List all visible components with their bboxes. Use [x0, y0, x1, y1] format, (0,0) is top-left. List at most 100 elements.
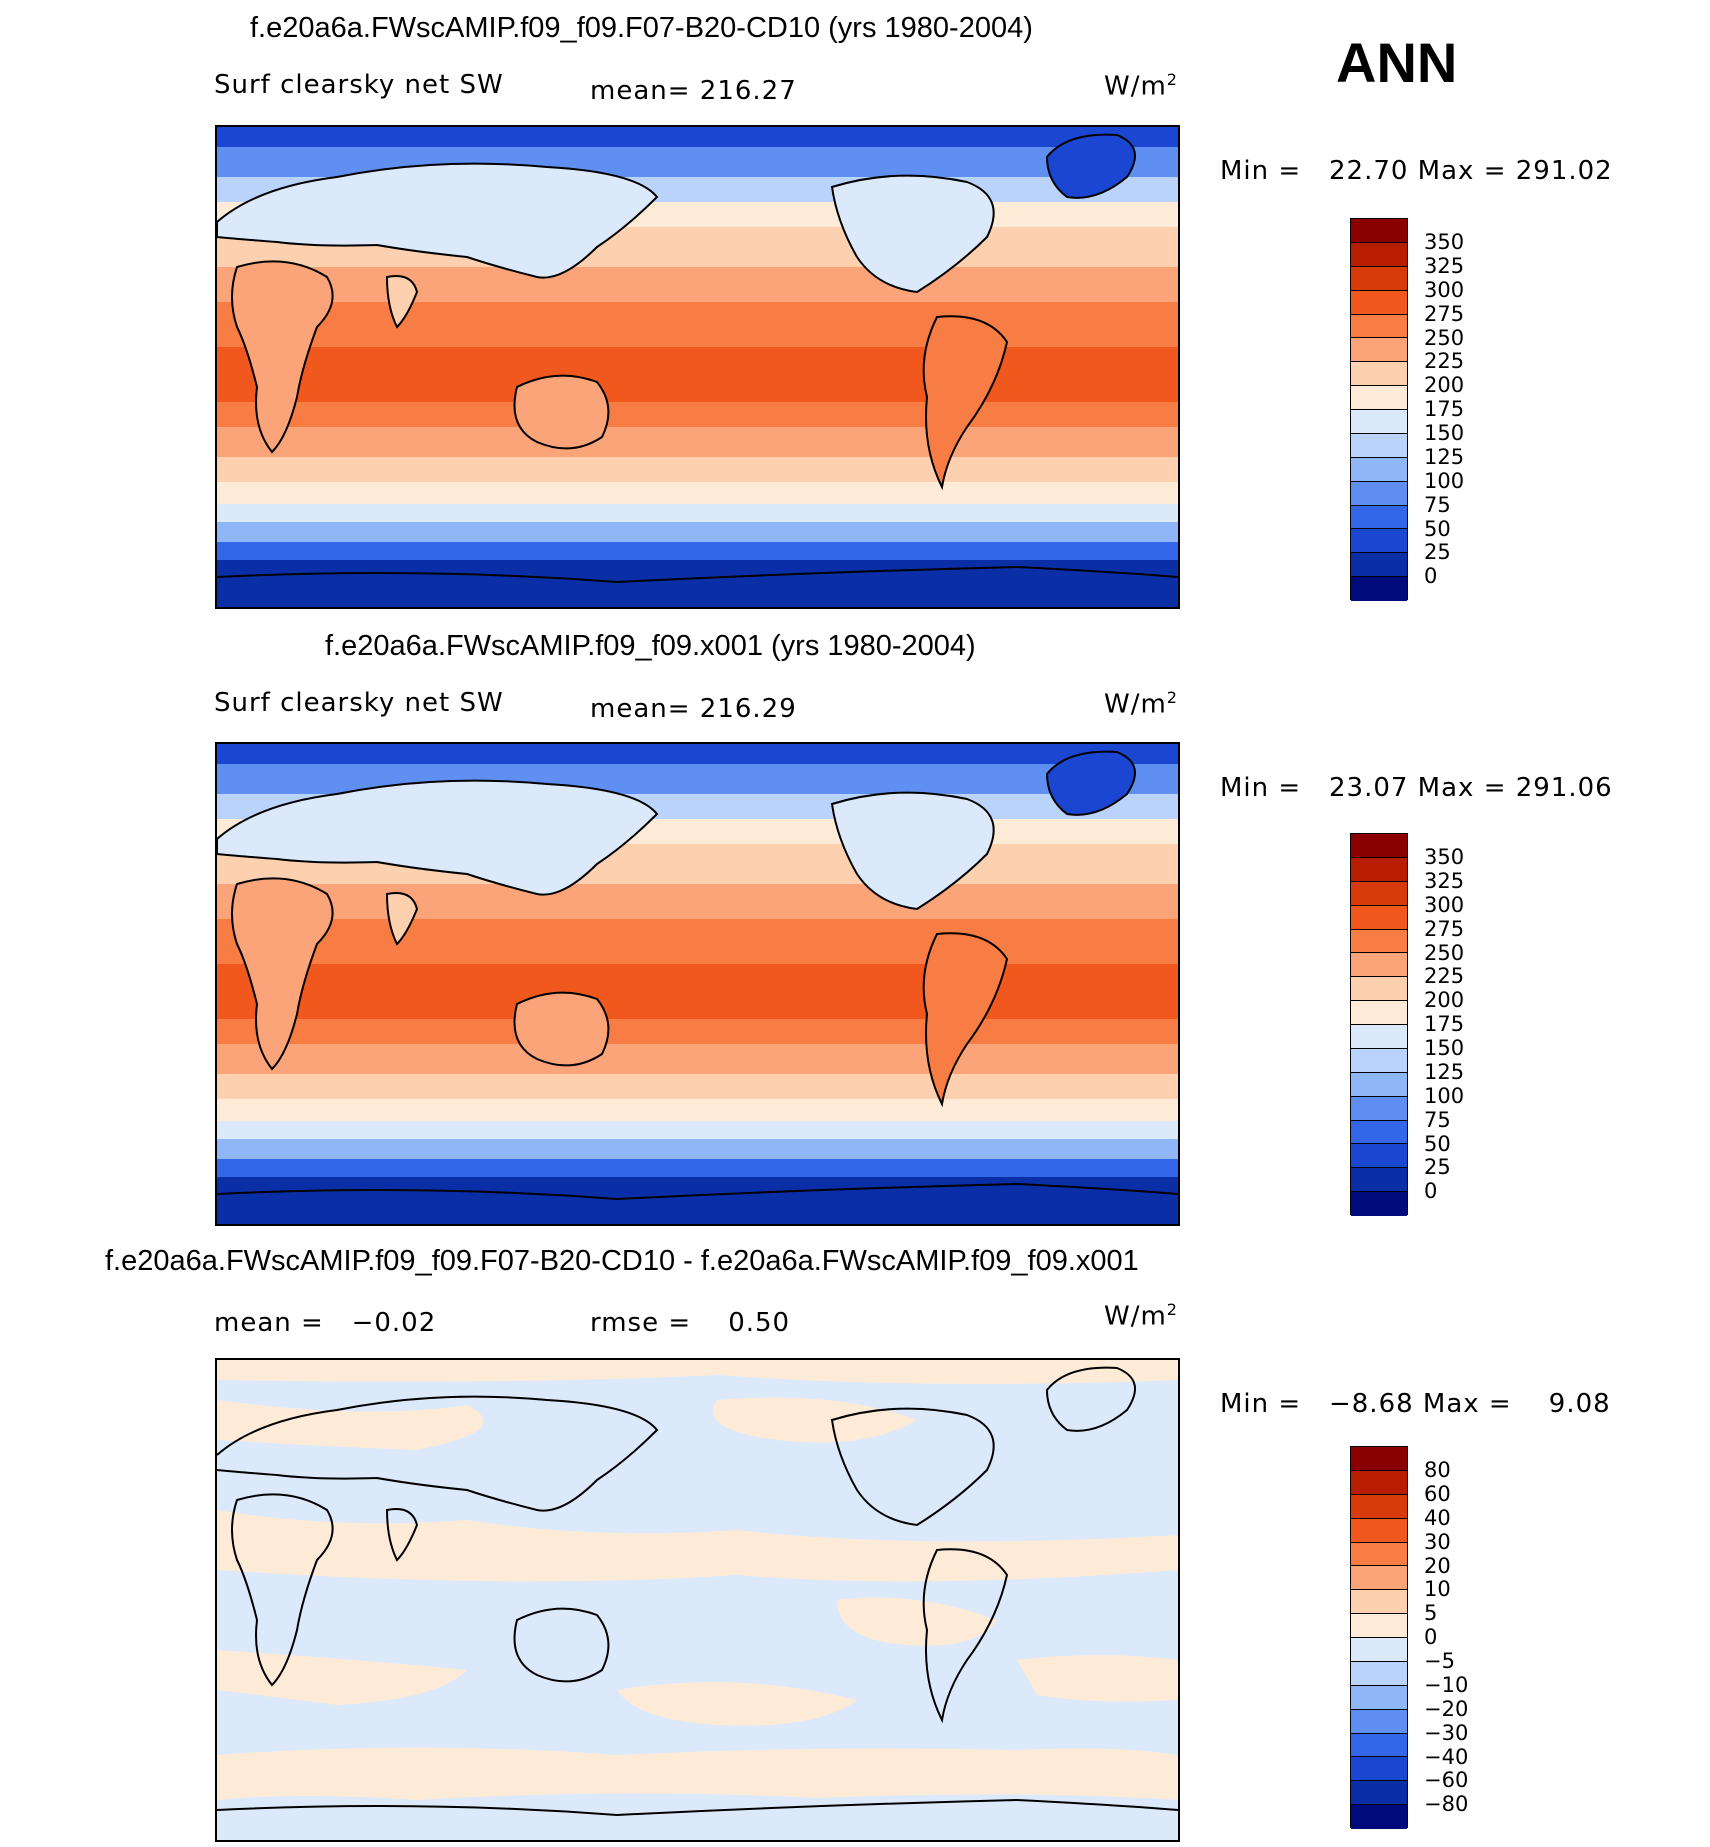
- colorbar-tick-label: 0: [1424, 1625, 1438, 1650]
- panel3-title: f.e20a6a.FWscAMIP.f09_f09.F07-B20-CD10 -…: [105, 1245, 1139, 1277]
- colorbar-swatch: [1351, 1494, 1407, 1519]
- panel1-map: [215, 125, 1180, 609]
- panel2-units: W/m2: [1104, 688, 1178, 720]
- panel3-map-field: [217, 1360, 1178, 1840]
- colorbar-swatch: [1351, 1709, 1407, 1734]
- colorbar-swatch: [1351, 1757, 1407, 1782]
- colorbar-tick-label: 40: [1424, 1505, 1451, 1530]
- colorbar-tick-label: 60: [1424, 1481, 1451, 1506]
- colorbar-swatch: [1351, 529, 1407, 554]
- panel3-mean-label: mean = −0.02: [214, 1308, 437, 1338]
- colorbar-swatch: [1351, 1072, 1407, 1097]
- panel1-map-field: [217, 127, 1178, 607]
- colorbar-swatch: [1351, 1638, 1407, 1662]
- colorbar-swatch: [1351, 1661, 1407, 1686]
- colorbar-swatch: [1351, 1120, 1407, 1145]
- panel3-units: W/m2: [1104, 1300, 1178, 1332]
- colorbar-tick-label: 125: [1424, 1059, 1465, 1084]
- colorbar-tick-label: 250: [1424, 325, 1465, 350]
- panel3-rmse-label: rmse = 0.50: [590, 1308, 791, 1338]
- colorbar-tick-label: 300: [1424, 277, 1465, 302]
- colorbar-tick-label: 25: [1424, 1155, 1451, 1180]
- colorbar-tick-label: 20: [1424, 1553, 1451, 1578]
- colorbar-swatch: [1351, 929, 1407, 954]
- colorbar-tick-label: 225: [1424, 349, 1465, 374]
- colorbar-swatch: [1351, 1566, 1407, 1591]
- colorbar-swatch: [1351, 386, 1407, 410]
- panel1-title: f.e20a6a.FWscAMIP.f09_f09.F07-B20-CD10 (…: [250, 12, 1033, 44]
- colorbar-tick-label: 200: [1424, 988, 1465, 1013]
- colorbar-tick-label: 325: [1424, 253, 1465, 278]
- panel1-minmax: Min = 22.70 Max = 291.02: [1220, 156, 1613, 186]
- colorbar-swatch: [1351, 362, 1407, 387]
- colorbar-swatch: [1351, 1144, 1407, 1169]
- colorbar-swatch: [1351, 834, 1407, 858]
- panel2-colorbar: [1350, 833, 1408, 1216]
- colorbar-tick-label: 30: [1424, 1529, 1451, 1554]
- colorbar-tick-label: 275: [1424, 301, 1465, 326]
- colorbar-swatch: [1351, 1614, 1407, 1638]
- colorbar-tick-label: 350: [1424, 230, 1465, 254]
- colorbar-tick-label: 325: [1424, 868, 1465, 893]
- colorbar-swatch: [1351, 1805, 1407, 1829]
- colorbar-tick-label: 50: [1424, 1131, 1451, 1156]
- panel1-mean-label: mean= 216.27: [590, 76, 797, 106]
- colorbar-tick-label: 100: [1424, 1083, 1465, 1108]
- colorbar-tick-label: 250: [1424, 940, 1465, 965]
- colorbar-tick-label: 150: [1424, 421, 1465, 445]
- colorbar-swatch: [1351, 577, 1407, 601]
- colorbar-swatch: [1351, 1781, 1407, 1806]
- colorbar-tick-label: 5: [1424, 1601, 1438, 1626]
- colorbar-tick-label: −20: [1424, 1696, 1469, 1721]
- panel2-map-field: [217, 744, 1178, 1224]
- colorbar-swatch: [1351, 1518, 1407, 1543]
- colorbar-swatch: [1351, 1192, 1407, 1216]
- colorbar-tick-label: 350: [1424, 845, 1465, 869]
- colorbar-tick-label: 100: [1424, 468, 1465, 493]
- panel3-colorbar: [1350, 1446, 1408, 1829]
- colorbar-swatch: [1351, 1001, 1407, 1025]
- colorbar-tick-label: 0: [1424, 564, 1438, 589]
- colorbar-tick-label: 300: [1424, 892, 1465, 917]
- colorbar-swatch: [1351, 857, 1407, 882]
- panel1-units: W/m2: [1104, 70, 1178, 102]
- colorbar-tick-label: 10: [1424, 1577, 1451, 1602]
- colorbar-tick-label: 0: [1424, 1179, 1438, 1204]
- colorbar-swatch: [1351, 457, 1407, 482]
- colorbar-tick-label: 175: [1424, 397, 1465, 422]
- panel2-minmax: Min = 23.07 Max = 291.06: [1220, 773, 1613, 803]
- season-label: ANN: [1336, 31, 1458, 94]
- panel1-var-label: Surf clearsky net SW: [214, 70, 504, 100]
- colorbar-tick-label: −60: [1424, 1768, 1469, 1793]
- colorbar-swatch: [1351, 242, 1407, 267]
- colorbar-tick-label: 150: [1424, 1036, 1465, 1060]
- panel3-map: [215, 1358, 1180, 1842]
- colorbar-swatch: [1351, 881, 1407, 906]
- colorbar-swatch: [1351, 1685, 1407, 1710]
- colorbar-tick-label: 175: [1424, 1012, 1465, 1037]
- colorbar-swatch: [1351, 1048, 1407, 1073]
- colorbar-tick-label: −40: [1424, 1744, 1469, 1769]
- colorbar-tick-label: 25: [1424, 540, 1451, 565]
- panel3-minmax: Min = −8.68 Max = 9.08: [1220, 1389, 1611, 1419]
- colorbar-swatch: [1351, 410, 1407, 434]
- colorbar-swatch: [1351, 1096, 1407, 1121]
- colorbar-swatch: [1351, 338, 1407, 363]
- colorbar-tick-label: 225: [1424, 964, 1465, 989]
- colorbar-tick-label: 200: [1424, 373, 1465, 398]
- colorbar-swatch: [1351, 553, 1407, 578]
- colorbar-swatch: [1351, 1590, 1407, 1615]
- colorbar-swatch: [1351, 953, 1407, 978]
- colorbar-swatch: [1351, 314, 1407, 339]
- colorbar-tick-label: −10: [1424, 1672, 1469, 1697]
- colorbar-tick-label: −80: [1424, 1792, 1469, 1817]
- panel2-title: f.e20a6a.FWscAMIP.f09_f09.x001 (yrs 1980…: [325, 630, 976, 662]
- colorbar-swatch: [1351, 290, 1407, 315]
- colorbar-tick-label: 80: [1424, 1458, 1451, 1482]
- colorbar-swatch: [1351, 1025, 1407, 1049]
- colorbar-swatch: [1351, 219, 1407, 243]
- panel2-mean-label: mean= 216.29: [590, 694, 797, 724]
- colorbar-swatch: [1351, 905, 1407, 930]
- colorbar-swatch: [1351, 266, 1407, 291]
- colorbar-swatch: [1351, 1168, 1407, 1193]
